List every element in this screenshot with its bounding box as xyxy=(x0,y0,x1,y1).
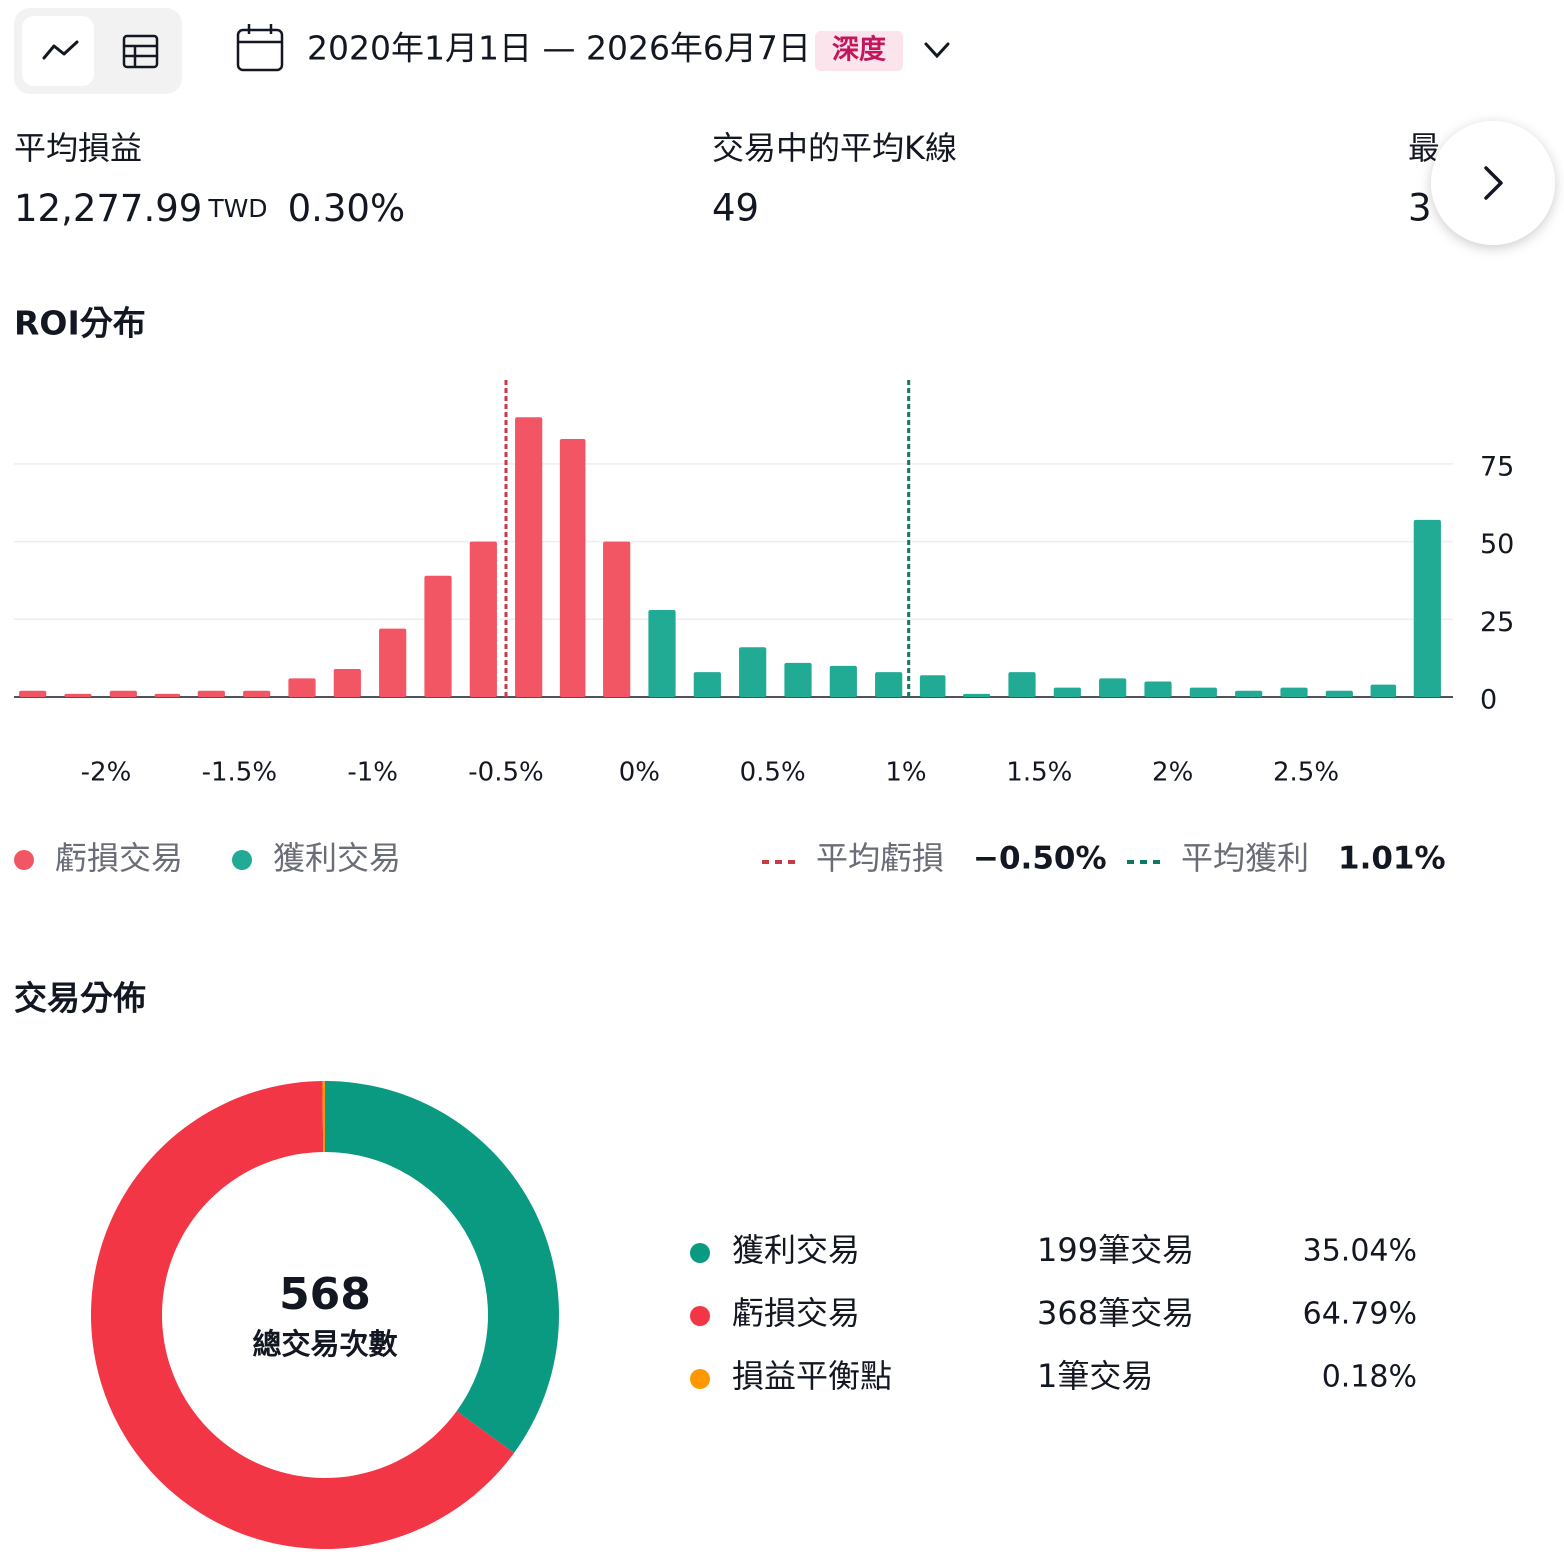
donut-total: 568 xyxy=(279,1269,371,1320)
next-icon xyxy=(1484,166,1503,200)
legend-percent: 35.04% xyxy=(1303,1234,1417,1269)
stat-number: 12,277.99 xyxy=(14,187,202,230)
legend-label: 損益平衡點 xyxy=(732,1357,892,1395)
section-title: ROI分布 xyxy=(14,304,146,343)
x-tick-label: -1% xyxy=(347,758,398,788)
stat-label: 交易中的平均K線 xyxy=(712,129,957,167)
legend-count: 368筆交易 xyxy=(1037,1294,1194,1332)
y-tick-label: 25 xyxy=(1480,607,1514,638)
donut-segment xyxy=(91,1081,515,1549)
bar xyxy=(559,439,586,697)
legend-percent: 64.79% xyxy=(1303,1297,1417,1332)
x-tick-label: 1% xyxy=(885,758,926,788)
calendar-icon xyxy=(236,24,284,72)
bar xyxy=(1099,678,1127,697)
bar xyxy=(333,669,361,697)
x-tick-label: 0% xyxy=(619,758,660,788)
legend-percent: 0.18% xyxy=(1322,1360,1417,1395)
next-button[interactable] xyxy=(1431,121,1555,245)
bar xyxy=(648,609,676,697)
x-tick-label: -1.5% xyxy=(202,758,277,788)
bar xyxy=(829,665,857,697)
legend-dot xyxy=(690,1369,710,1389)
legend-label: 獲利交易 xyxy=(273,839,401,877)
bar xyxy=(1144,681,1172,697)
legend-label: 獲利交易 xyxy=(732,1231,860,1269)
stat-label: 最 xyxy=(1408,129,1440,167)
legend-label: 平均獲利 xyxy=(1181,839,1309,877)
bar xyxy=(109,690,137,697)
bar xyxy=(243,690,271,697)
stat-value: 12,277.99 TWD 0.30% xyxy=(14,187,405,230)
bar xyxy=(963,693,991,697)
bar xyxy=(64,693,92,697)
legend-dot xyxy=(690,1306,710,1326)
x-tick-label: -2% xyxy=(81,758,132,788)
legend-value: −0.50% xyxy=(973,841,1107,877)
legend-dot xyxy=(232,850,252,870)
bar xyxy=(197,690,225,697)
legend-count: 1筆交易 xyxy=(1037,1357,1153,1395)
dropdown-chevron[interactable] xyxy=(924,42,950,59)
section-title: 交易分佈 xyxy=(14,979,146,1018)
bar xyxy=(1235,690,1263,697)
legend-label: 虧損交易 xyxy=(55,839,183,877)
bar xyxy=(784,662,812,697)
stat-value: 3 xyxy=(1408,187,1432,230)
legend-dot xyxy=(690,1243,710,1263)
bar xyxy=(379,628,407,697)
bar xyxy=(515,417,543,697)
bar xyxy=(919,675,946,697)
bar xyxy=(1413,519,1441,697)
date-range[interactable]: 2020年1月1日 — 2026年6月7日 xyxy=(307,29,811,68)
donut-segment xyxy=(325,1081,559,1453)
legend-count: 199筆交易 xyxy=(1037,1231,1194,1269)
table-view-button[interactable] xyxy=(122,34,159,69)
bar xyxy=(739,647,767,697)
bar xyxy=(288,678,316,697)
bar xyxy=(154,693,181,697)
legend-label: 虧損交易 xyxy=(732,1294,860,1332)
bar xyxy=(875,672,903,697)
bar xyxy=(1370,684,1397,697)
x-tick-label: 0.5% xyxy=(740,758,806,788)
bar xyxy=(1325,690,1353,697)
legend-dot xyxy=(14,850,34,870)
x-tick-label: 1.5% xyxy=(1006,758,1072,788)
bar xyxy=(19,690,47,697)
stat-percent: 0.30% xyxy=(288,187,406,230)
bar xyxy=(1008,672,1036,697)
y-tick-label: 0 xyxy=(1480,685,1497,716)
legend-label: 平均虧損 xyxy=(816,839,944,877)
line-icon xyxy=(42,40,79,60)
bar xyxy=(469,541,497,697)
y-tick-label: 75 xyxy=(1480,451,1514,482)
bar xyxy=(1053,687,1081,697)
bar xyxy=(1189,687,1217,697)
bar xyxy=(693,672,721,697)
stat-unit: TWD xyxy=(207,194,267,223)
donut-total-label: 總交易次數 xyxy=(252,1327,397,1361)
bar xyxy=(603,541,631,697)
badge: 深度 xyxy=(832,34,886,66)
donut-segment xyxy=(322,1081,325,1153)
bar xyxy=(1280,687,1308,697)
stat-label: 平均損益 xyxy=(14,129,142,167)
x-tick-label: 2% xyxy=(1152,758,1193,788)
x-tick-label: -0.5% xyxy=(468,758,543,788)
legend-value: 1.01% xyxy=(1338,841,1446,877)
badge-bg xyxy=(815,31,903,71)
y-tick-label: 50 xyxy=(1480,529,1514,560)
stat-value: 49 xyxy=(712,187,759,230)
x-tick-label: 2.5% xyxy=(1273,758,1339,788)
bar xyxy=(424,575,452,697)
